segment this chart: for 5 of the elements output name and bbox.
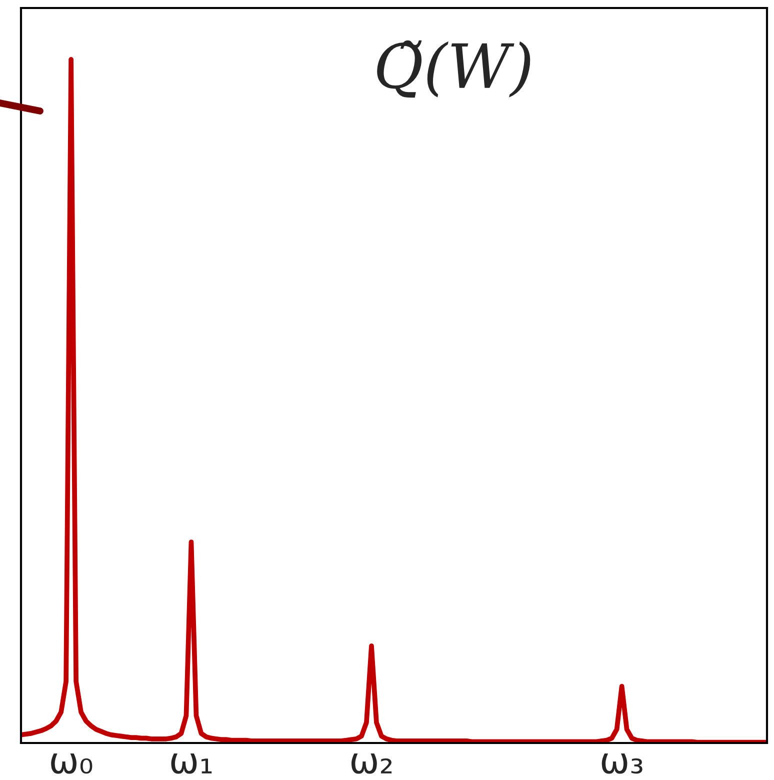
x-tick-label: ω₀ — [51, 753, 92, 774]
x-tick-label: ω₁ — [171, 753, 212, 774]
x-tick-label: ω₃ — [602, 753, 642, 774]
x-tick-label: ω₂ — [351, 753, 392, 774]
chart-title: Q̃(W) — [377, 40, 530, 98]
